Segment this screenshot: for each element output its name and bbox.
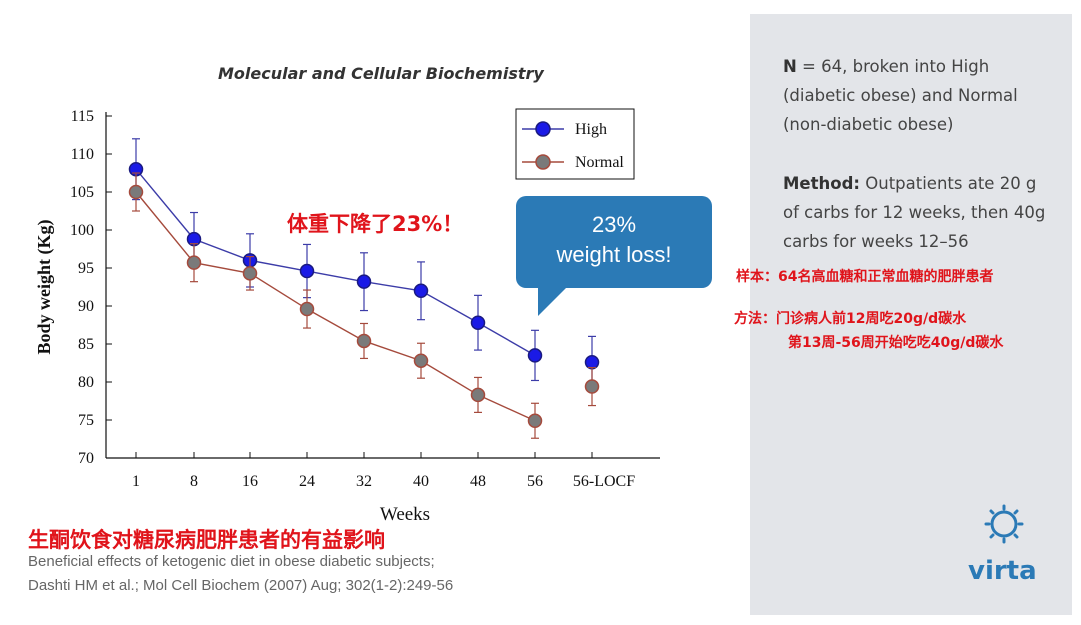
series-normal bbox=[128, 172, 600, 439]
data-point bbox=[242, 266, 258, 281]
legend-label: Normal bbox=[575, 154, 624, 171]
citation-line-2: Dashti HM et al.; Mol Cell Biochem (2007… bbox=[28, 577, 454, 594]
callout-line-1: 23% bbox=[591, 212, 637, 237]
legend-marker bbox=[535, 154, 551, 170]
citation: Beneficial effects of ketogenic diet in … bbox=[28, 550, 453, 598]
data-point bbox=[527, 348, 543, 363]
method-body: Outpatients ate 20 g of carbs for 12 wee… bbox=[783, 174, 1046, 251]
data-point bbox=[584, 354, 600, 370]
sample-size-text: N = 64, broken into High (diabetic obese… bbox=[783, 52, 1053, 139]
y-tick-label: 115 bbox=[71, 108, 94, 125]
virta-sun-icon bbox=[984, 504, 1024, 544]
y-tick-label: 85 bbox=[78, 336, 94, 353]
virta-logo: virta bbox=[968, 556, 1037, 586]
citation-line-1: Beneficial effects of ketogenic diet in … bbox=[28, 553, 435, 570]
x-tick-label: 32 bbox=[356, 473, 372, 490]
y-axis-label: Body weight (Kg) bbox=[34, 219, 55, 354]
y-tick-label: 100 bbox=[70, 222, 94, 239]
x-axis-label: Weeks bbox=[380, 504, 430, 525]
cn-study-title: 生酮饮食对糖尿病肥胖患者的有益影响 bbox=[28, 528, 385, 552]
callout-line-2: weight loss! bbox=[556, 242, 672, 267]
journal-title: Molecular and Cellular Biochemistry bbox=[218, 64, 544, 83]
chart-axes: 70 75 80 85 90 95 100 105 110 115 1 8 16 24 32 40 48 56 56… bbox=[34, 108, 660, 525]
data-point bbox=[413, 283, 429, 299]
x-tick-label: 56-LOCF bbox=[573, 473, 635, 490]
data-point bbox=[470, 387, 486, 403]
chart-series bbox=[128, 138, 600, 439]
x-tick-label: 16 bbox=[242, 473, 258, 490]
series-line bbox=[135, 191, 536, 422]
legend-box bbox=[515, 108, 635, 180]
n-label: N bbox=[783, 57, 797, 76]
y-tick-label: 105 bbox=[70, 184, 94, 201]
x-tick-label: 24 bbox=[299, 473, 315, 490]
x-tick-label: 56 bbox=[527, 473, 543, 490]
data-point bbox=[584, 379, 600, 394]
y-tick-label: 90 bbox=[78, 298, 94, 315]
x-tick-label: 1 bbox=[132, 473, 140, 490]
weight-loss-callout: 23% weight loss! bbox=[516, 196, 712, 288]
y-tick-label: 70 bbox=[78, 450, 94, 467]
n-text: = 64, broken into High (diabetic obese) … bbox=[783, 57, 1018, 134]
data-point bbox=[186, 255, 202, 270]
data-point bbox=[356, 274, 372, 289]
data-point bbox=[356, 333, 372, 349]
series-line bbox=[135, 168, 536, 357]
data-point bbox=[128, 184, 144, 200]
method-label: Method: bbox=[783, 174, 860, 193]
chart-legend: High Normal bbox=[515, 108, 635, 180]
cn-sample-note: 样本：64名高血糖和正常血糖的肥胖患者 bbox=[736, 269, 994, 285]
cn-method-note-1: 方法：门诊病人前12周吃20g/d碳水 bbox=[734, 311, 967, 327]
y-tick-label: 75 bbox=[78, 412, 94, 429]
callout-tail bbox=[538, 286, 568, 316]
x-tick-label: 40 bbox=[413, 473, 429, 490]
y-tick-label: 110 bbox=[71, 146, 94, 163]
info-panel: N = 64, broken into High (diabetic obese… bbox=[734, 14, 1072, 615]
data-point bbox=[413, 353, 429, 368]
data-point bbox=[527, 413, 543, 429]
data-point bbox=[299, 263, 315, 279]
y-tick-label: 80 bbox=[78, 374, 94, 391]
figure-area: Molecular and Cellular Biochemistry 70 75… bbox=[28, 64, 712, 598]
legend-label: High bbox=[575, 121, 607, 138]
legend-marker bbox=[535, 121, 551, 137]
data-point bbox=[470, 315, 486, 330]
weight-chart: 70 75 80 85 90 95 100 105 110 115 1 8 16 24 32 40 48 56 56… bbox=[34, 108, 660, 525]
method-text: Method: Outpatients ate 20 g of carbs fo… bbox=[783, 169, 1053, 256]
y-tick-label: 95 bbox=[78, 260, 94, 277]
cn-method-note-2: 第13周-56周开始吃吃40g/d碳水 bbox=[788, 335, 1004, 351]
data-point bbox=[299, 301, 315, 317]
x-tick-label: 8 bbox=[190, 473, 198, 490]
cn-weight-loss-annotation: 体重下降了23%！ bbox=[287, 212, 464, 236]
x-tick-label: 48 bbox=[470, 473, 486, 490]
